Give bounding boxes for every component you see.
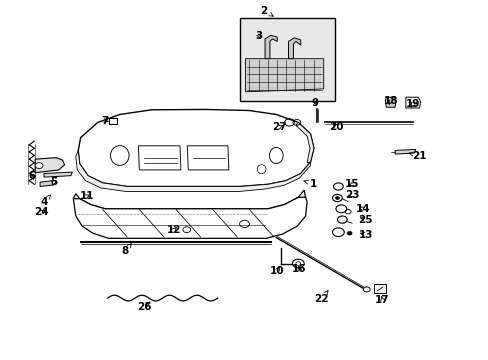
- Polygon shape: [394, 149, 415, 154]
- Circle shape: [335, 197, 339, 199]
- Text: 11: 11: [80, 191, 94, 201]
- Polygon shape: [35, 158, 64, 173]
- Text: 14: 14: [355, 204, 369, 214]
- Text: 6: 6: [28, 171, 35, 181]
- Polygon shape: [264, 35, 277, 59]
- Polygon shape: [245, 59, 323, 92]
- Text: 2: 2: [260, 6, 273, 16]
- Text: 5: 5: [50, 177, 57, 187]
- Polygon shape: [76, 150, 310, 192]
- Text: 20: 20: [328, 122, 343, 132]
- Text: 26: 26: [137, 302, 151, 312]
- Circle shape: [363, 287, 369, 292]
- Text: 25: 25: [358, 215, 372, 225]
- Text: 24: 24: [34, 207, 49, 217]
- Text: 16: 16: [291, 264, 306, 274]
- Polygon shape: [295, 122, 313, 163]
- Text: 23: 23: [344, 190, 359, 200]
- Text: 8: 8: [121, 244, 131, 256]
- Circle shape: [35, 163, 43, 168]
- Text: 18: 18: [383, 96, 398, 106]
- Polygon shape: [78, 109, 313, 186]
- Polygon shape: [44, 172, 72, 177]
- Text: 19: 19: [405, 99, 420, 109]
- Polygon shape: [288, 38, 300, 59]
- Text: 22: 22: [314, 291, 328, 304]
- Polygon shape: [73, 190, 305, 217]
- Text: 21: 21: [408, 150, 426, 161]
- Polygon shape: [385, 97, 395, 107]
- Text: 17: 17: [374, 294, 389, 305]
- Bar: [239, 18, 334, 101]
- Polygon shape: [40, 181, 53, 186]
- Text: 27: 27: [272, 122, 286, 132]
- Circle shape: [346, 231, 351, 235]
- Text: 13: 13: [358, 230, 372, 240]
- Text: 10: 10: [269, 266, 284, 276]
- Text: 9: 9: [311, 98, 318, 108]
- Text: 4: 4: [40, 195, 51, 207]
- Text: 15: 15: [344, 179, 359, 189]
- Polygon shape: [73, 197, 306, 238]
- Text: 3: 3: [255, 31, 262, 41]
- Text: 7: 7: [101, 116, 109, 126]
- Text: 12: 12: [166, 225, 181, 235]
- Text: 1: 1: [303, 179, 316, 189]
